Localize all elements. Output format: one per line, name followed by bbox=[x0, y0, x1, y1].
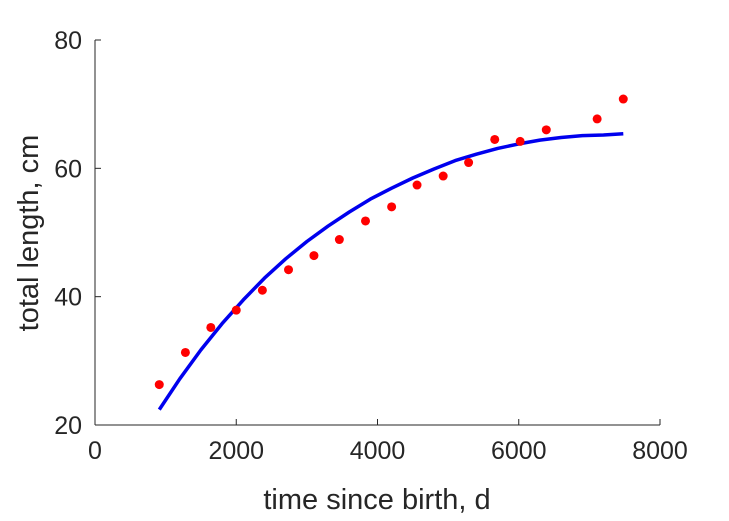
x-tick-label: 2000 bbox=[208, 437, 264, 465]
y-tick-label: 80 bbox=[54, 27, 82, 55]
y-tick-label: 20 bbox=[54, 412, 82, 440]
x-tick-label: 0 bbox=[88, 437, 102, 465]
data-point bbox=[490, 134, 500, 144]
x-tick-label: 8000 bbox=[632, 437, 688, 465]
data-point bbox=[387, 202, 397, 212]
data-point bbox=[309, 251, 319, 261]
data-point bbox=[592, 114, 602, 124]
fit-curve bbox=[157, 131, 624, 411]
x-ticks: 0 2000 4000 6000 8000 bbox=[88, 419, 688, 465]
axes bbox=[94, 40, 660, 426]
y-tick-label: 60 bbox=[54, 155, 82, 183]
data-point bbox=[231, 305, 241, 315]
y-tick-label: 40 bbox=[54, 284, 82, 312]
y-ticks: 20 40 60 80 bbox=[54, 27, 101, 440]
data-point bbox=[257, 285, 267, 295]
data-point bbox=[438, 171, 448, 181]
data-point bbox=[360, 216, 370, 226]
data-point bbox=[464, 158, 474, 168]
data-point bbox=[541, 125, 551, 135]
data-point bbox=[180, 347, 190, 357]
data-point bbox=[154, 380, 164, 390]
y-axis-label: total length, cm bbox=[13, 135, 45, 332]
data-point bbox=[284, 265, 294, 275]
data-point bbox=[515, 136, 525, 146]
data-point bbox=[618, 94, 628, 104]
data-point bbox=[334, 235, 344, 245]
data-points bbox=[154, 94, 628, 390]
data-point bbox=[206, 322, 216, 332]
x-axis-label: time since birth, d bbox=[263, 484, 490, 516]
x-tick-label: 4000 bbox=[350, 437, 406, 465]
data-point bbox=[412, 180, 422, 190]
x-tick-label: 6000 bbox=[491, 437, 547, 465]
